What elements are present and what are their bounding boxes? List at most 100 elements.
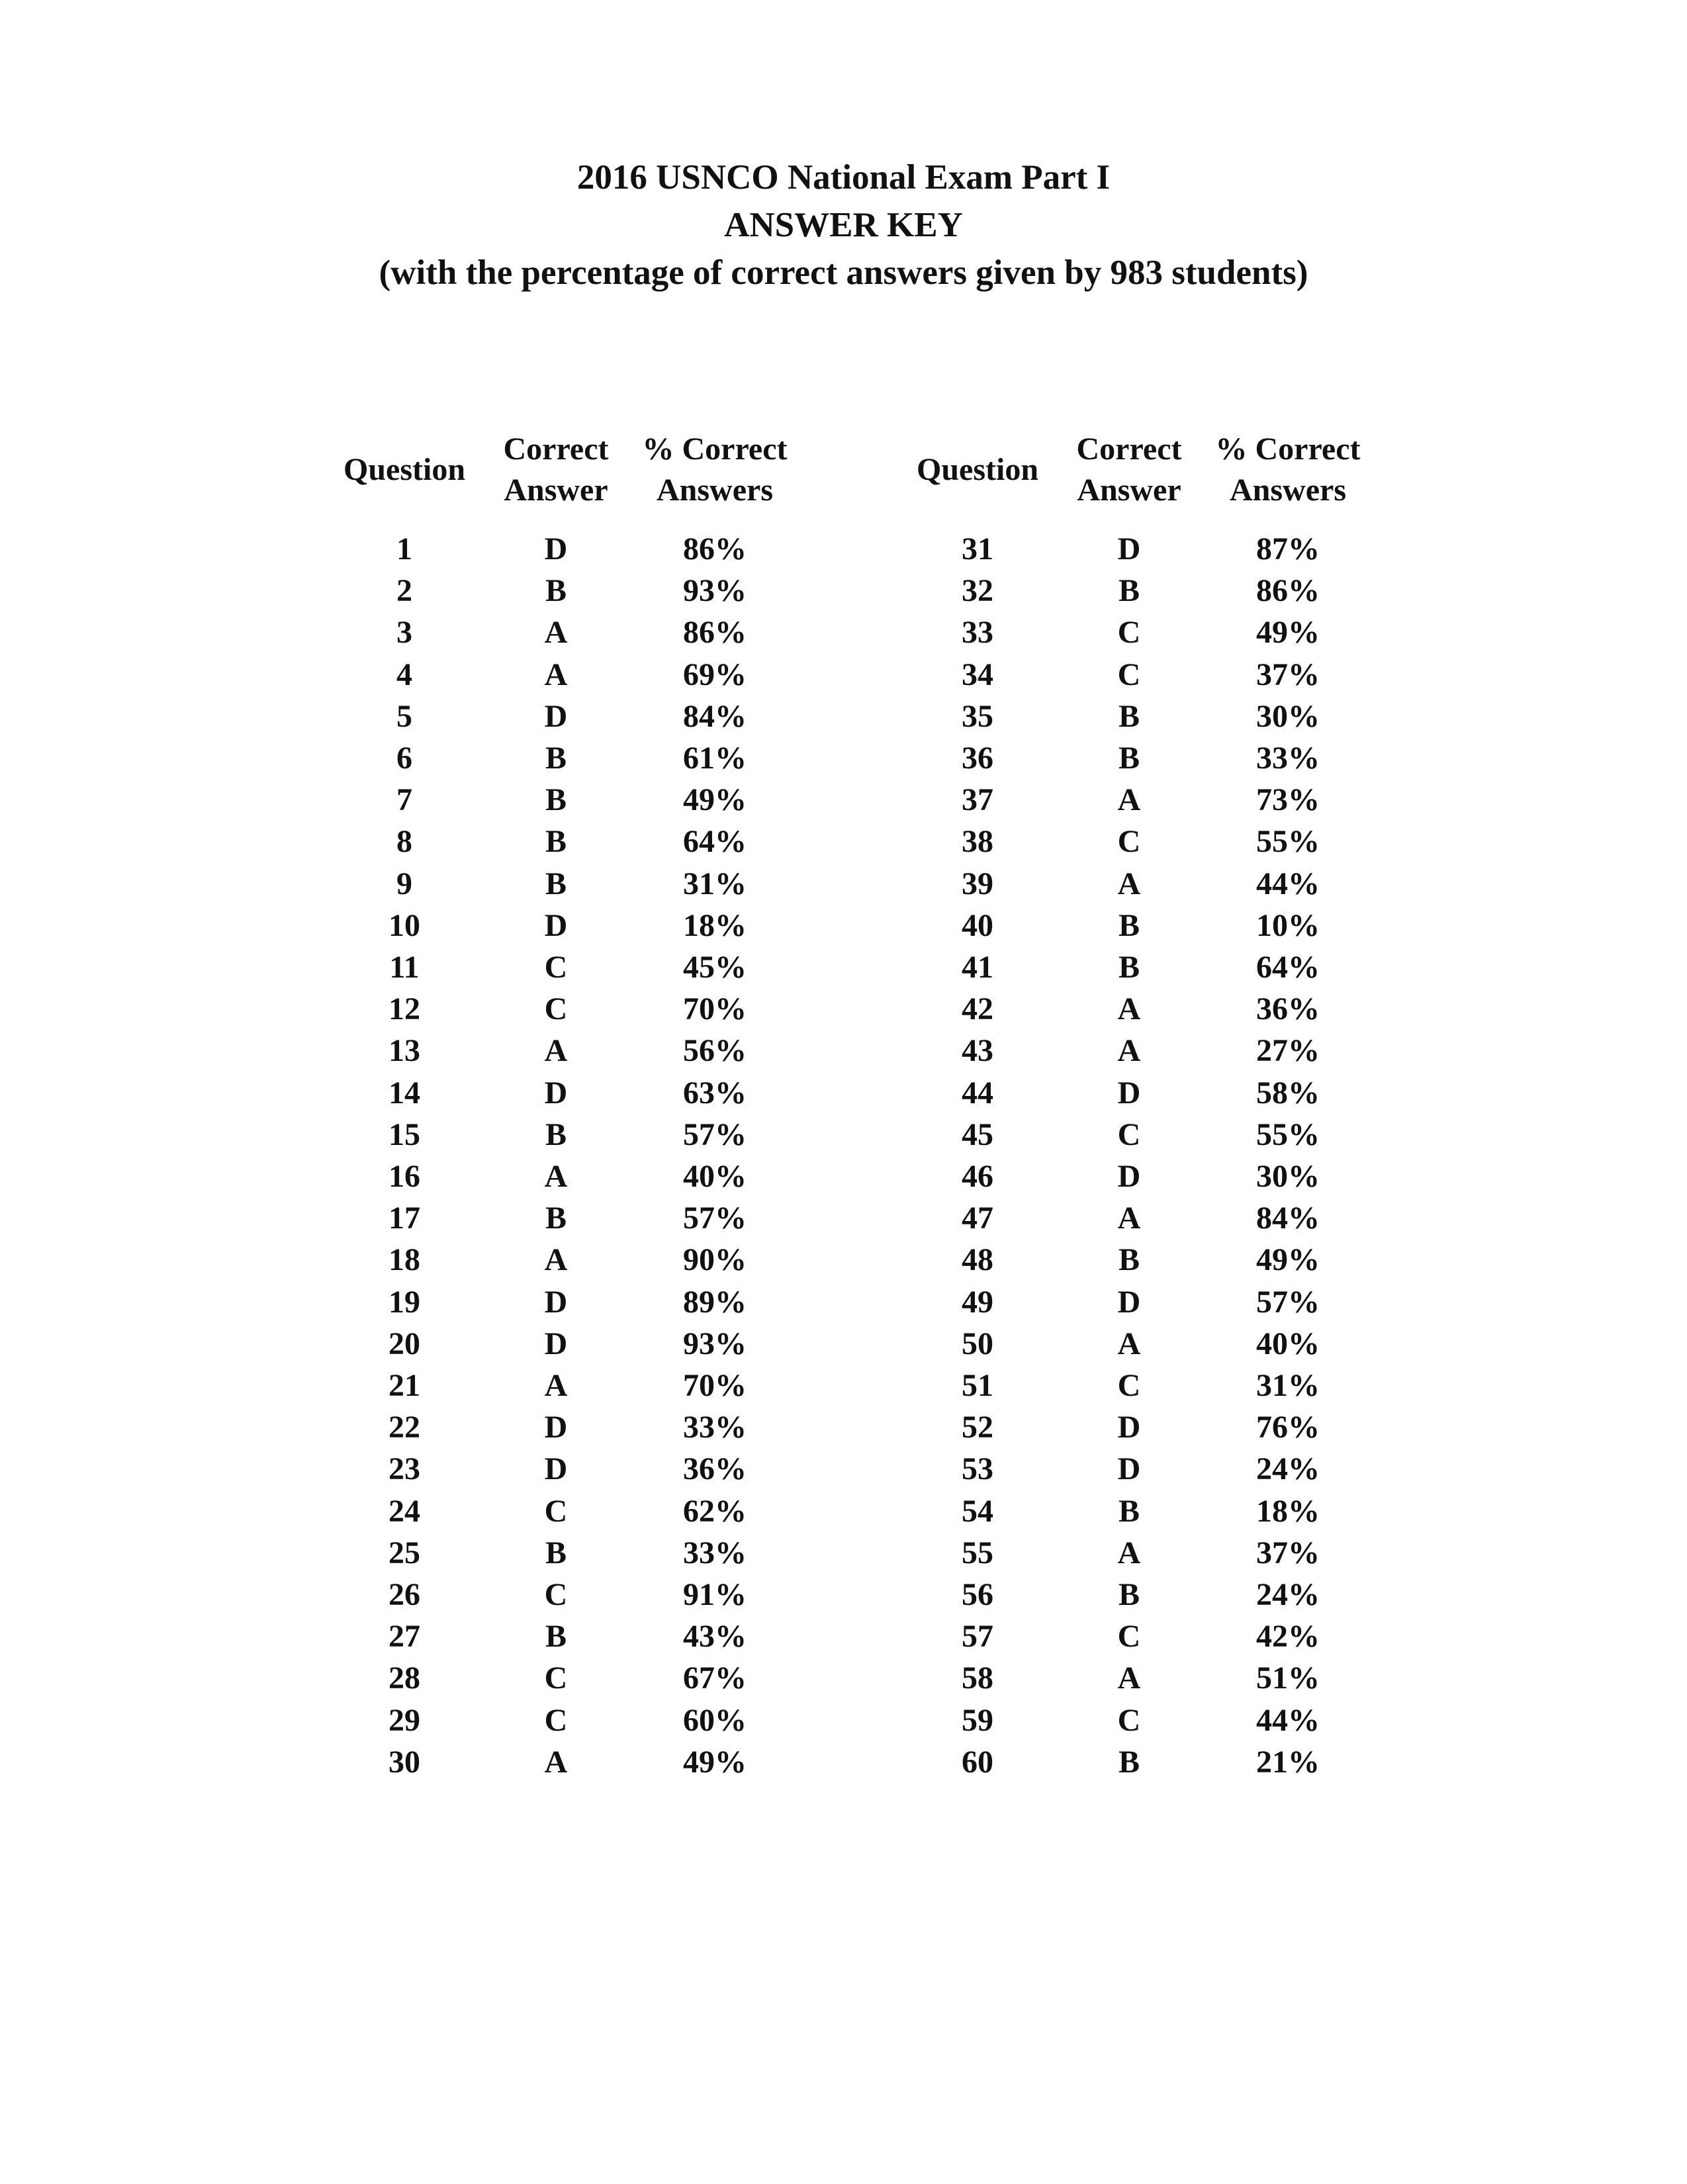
- table-row: 49 D 57%: [905, 1281, 1367, 1323]
- percent-correct-cell: 49%: [683, 1744, 747, 1780]
- question-number-cell: 43: [962, 1033, 993, 1069]
- table-row: 16 A 40%: [332, 1156, 794, 1197]
- percent-correct-cell: 30%: [1256, 1159, 1320, 1195]
- question-number-cell: 36: [962, 741, 993, 776]
- table-row: 37 A 73%: [905, 779, 1367, 821]
- percent-correct-cell: 40%: [1256, 1326, 1320, 1361]
- question-number-cell: 22: [388, 1410, 420, 1445]
- question-number-cell: 7: [396, 782, 412, 818]
- question-number-cell: 16: [388, 1159, 420, 1195]
- correct-answer-cell: B: [1118, 698, 1140, 734]
- percent-correct-cell: 24%: [1256, 1577, 1320, 1613]
- correct-answer-cell: D: [544, 1075, 568, 1111]
- percent-correct-cell: 33%: [1256, 741, 1320, 776]
- correct-answer-cell: C: [544, 950, 568, 985]
- percent-correct-cell: 49%: [683, 782, 747, 818]
- table-row: 9 B 31%: [332, 863, 794, 905]
- question-number-cell: 28: [388, 1661, 420, 1696]
- table-row: 55 A 37%: [905, 1532, 1367, 1574]
- question-number-cell: 17: [388, 1201, 420, 1236]
- table-row: 43 A 27%: [905, 1030, 1367, 1071]
- percent-correct-cell: 62%: [683, 1493, 747, 1529]
- question-number-cell: 24: [388, 1493, 420, 1529]
- document-title: 2016 USNCO National Exam Part I ANSWER K…: [0, 154, 1687, 296]
- correct-answer-cell: D: [544, 1326, 568, 1361]
- question-column-header: Question: [916, 452, 1039, 487]
- correct-answer-cell: A: [544, 615, 568, 651]
- question-number-cell: 48: [962, 1242, 993, 1278]
- correct-answer-cell: A: [544, 1159, 568, 1195]
- correct-answer-cell: B: [1118, 573, 1140, 609]
- table-row: 28 C 67%: [332, 1657, 794, 1699]
- table-row: 7 B 49%: [332, 779, 794, 821]
- answer-key-table-left: Question Correct Answer % Correct Answers …: [332, 424, 794, 1783]
- header-spacer-row: [905, 516, 1367, 528]
- table-row: 6 B 61%: [332, 737, 794, 779]
- question-number-cell: 10: [388, 907, 420, 943]
- percent-correct-cell: 86%: [683, 531, 747, 567]
- table-row: 8 B 64%: [332, 821, 794, 862]
- question-number-cell: 51: [962, 1368, 993, 1404]
- question-number-cell: 12: [388, 991, 420, 1027]
- table-row: 51 C 31%: [905, 1365, 1367, 1406]
- table-row: 30 A 49%: [332, 1741, 794, 1783]
- table-row: 2 B 93%: [332, 570, 794, 612]
- correct-answer-cell: B: [1118, 1744, 1140, 1780]
- correct-answer-cell: C: [544, 1702, 568, 1738]
- percent-correct-cell: 93%: [683, 573, 747, 609]
- table-row: 45 C 55%: [905, 1114, 1367, 1156]
- percent-correct-cell: 18%: [683, 907, 747, 943]
- title-subtitle: (with the percentage of correct answers …: [379, 253, 1308, 292]
- table-row: 52 D 76%: [905, 1406, 1367, 1448]
- correct-answer-cell: C: [544, 1661, 568, 1696]
- correct-answer-cell: D: [1117, 1451, 1141, 1487]
- percent-correct-cell: 43%: [683, 1619, 747, 1655]
- table-header-row: Question Correct Answer % Correct Answers: [905, 424, 1367, 516]
- table-row: 54 B 18%: [905, 1490, 1367, 1532]
- correct-answer-column-header: Correct Answer: [1076, 432, 1182, 508]
- correct-answer-cell: D: [1117, 1410, 1141, 1445]
- percent-correct-cell: 61%: [683, 741, 747, 776]
- percent-correct-cell: 86%: [1256, 573, 1320, 609]
- percent-correct-cell: 57%: [1256, 1284, 1320, 1320]
- table-row: 48 B 49%: [905, 1239, 1367, 1281]
- percent-correct-cell: 87%: [1256, 531, 1320, 567]
- table-row: 38 C 55%: [905, 821, 1367, 862]
- correct-answer-cell: A: [544, 657, 568, 692]
- table-row: 57 C 42%: [905, 1615, 1367, 1657]
- percent-correct-cell: 10%: [1256, 907, 1320, 943]
- question-number-cell: 57: [962, 1619, 993, 1655]
- correct-answer-cell: C: [544, 991, 568, 1027]
- correct-answer-cell: B: [545, 1116, 567, 1152]
- table-row: 1 D 86%: [332, 528, 794, 570]
- table-row: 41 B 64%: [905, 946, 1367, 988]
- percent-correct-cell: 57%: [683, 1201, 747, 1236]
- correct-answer-cell: D: [1117, 1284, 1141, 1320]
- table-row: 44 D 58%: [905, 1072, 1367, 1114]
- question-number-cell: 33: [962, 615, 993, 651]
- table-row: 50 A 40%: [905, 1323, 1367, 1365]
- correct-answer-cell: D: [1117, 1159, 1141, 1195]
- question-number-cell: 60: [962, 1744, 993, 1780]
- question-number-cell: 25: [388, 1535, 420, 1570]
- percent-correct-cell: 60%: [683, 1702, 747, 1738]
- question-number-cell: 37: [962, 782, 993, 818]
- question-number-cell: 46: [962, 1159, 993, 1195]
- table-row: 22 D 33%: [332, 1406, 794, 1448]
- table-row: 40 B 10%: [905, 905, 1367, 946]
- correct-answer-cell: B: [1118, 907, 1140, 943]
- correct-answer-cell: B: [1118, 950, 1140, 985]
- correct-answer-cell: B: [545, 741, 567, 776]
- percent-correct-cell: 57%: [683, 1116, 747, 1152]
- question-number-cell: 20: [388, 1326, 420, 1361]
- percent-correct-cell: 49%: [1256, 1242, 1320, 1278]
- question-number-cell: 3: [396, 615, 412, 651]
- question-number-cell: 35: [962, 698, 993, 734]
- correct-answer-cell: B: [1118, 1242, 1140, 1278]
- table-row: 10 D 18%: [332, 905, 794, 946]
- table-row: 12 C 70%: [332, 988, 794, 1030]
- question-number-cell: 42: [962, 991, 993, 1027]
- table-row: 18 A 90%: [332, 1239, 794, 1281]
- percent-correct-cell: 45%: [683, 950, 747, 985]
- percent-correct-cell: 51%: [1256, 1661, 1320, 1696]
